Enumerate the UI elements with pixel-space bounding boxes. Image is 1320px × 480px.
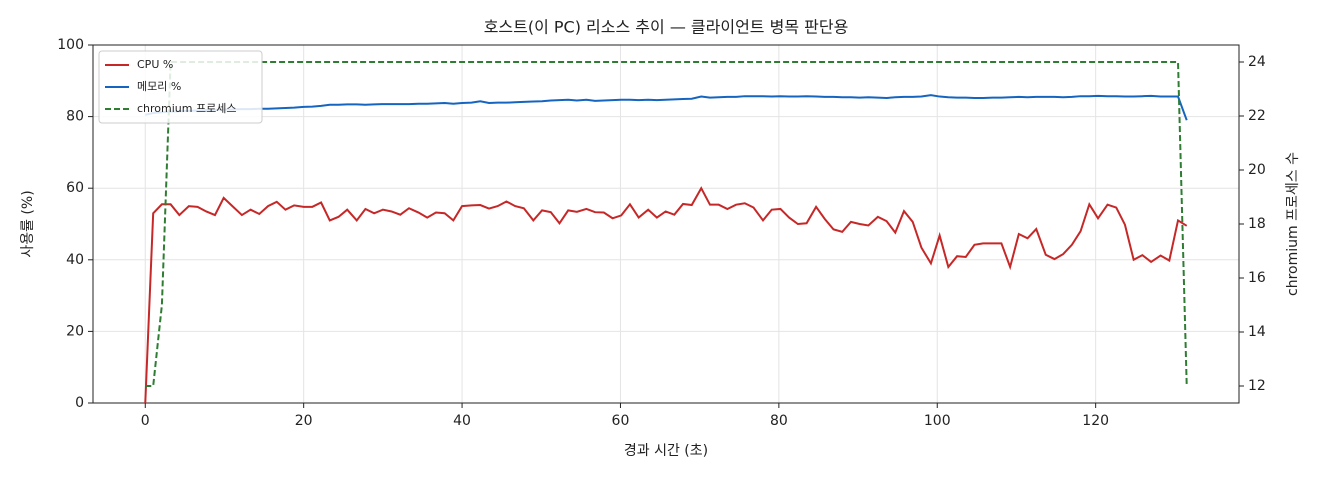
plot-frame	[92, 44, 1240, 404]
series-line	[145, 94, 1188, 121]
legend-label: 메모리 %	[137, 80, 181, 93]
y-tick-label: 40	[66, 252, 84, 268]
x-tick-label: 80	[770, 413, 788, 429]
x-tick-label: 120	[1082, 413, 1109, 429]
y-tick-label: 20	[66, 323, 84, 339]
legend-box	[98, 50, 263, 124]
y2-tick-label: 18	[1248, 216, 1266, 232]
y-tick-label: 60	[66, 180, 84, 196]
x-tick-label: 60	[612, 413, 630, 429]
legend-label: chromium 프로세스	[137, 102, 236, 115]
y2-tick-label: 12	[1248, 378, 1266, 394]
x-axis-label: 경과 시간 (초)	[624, 443, 708, 459]
y-tick-label: 80	[66, 109, 84, 125]
x-tick-label: 40	[453, 413, 471, 429]
series-line	[145, 61, 1188, 387]
y2-tick-label: 22	[1248, 108, 1266, 124]
y-tick-label: 0	[75, 395, 84, 411]
x-tick-label: 0	[141, 413, 150, 429]
series-line	[144, 186, 1188, 404]
y2-axis-label: chromium 프로세스 수	[1285, 152, 1301, 296]
y2-tick-label: 24	[1248, 54, 1266, 70]
y-axis-label: 사용률 (%)	[20, 190, 36, 257]
y2-tick-label: 20	[1248, 162, 1266, 178]
x-tick-label: 100	[924, 413, 951, 429]
legend-label: CPU %	[137, 58, 173, 71]
chart-title: 호스트(이 PC) 리소스 추이 — 클라이언트 병목 판단용	[484, 18, 849, 37]
x-tick-label: 20	[295, 413, 313, 429]
y2-tick-label: 14	[1248, 324, 1266, 340]
y-tick-label: 100	[57, 37, 84, 53]
y2-tick-label: 16	[1248, 270, 1266, 286]
